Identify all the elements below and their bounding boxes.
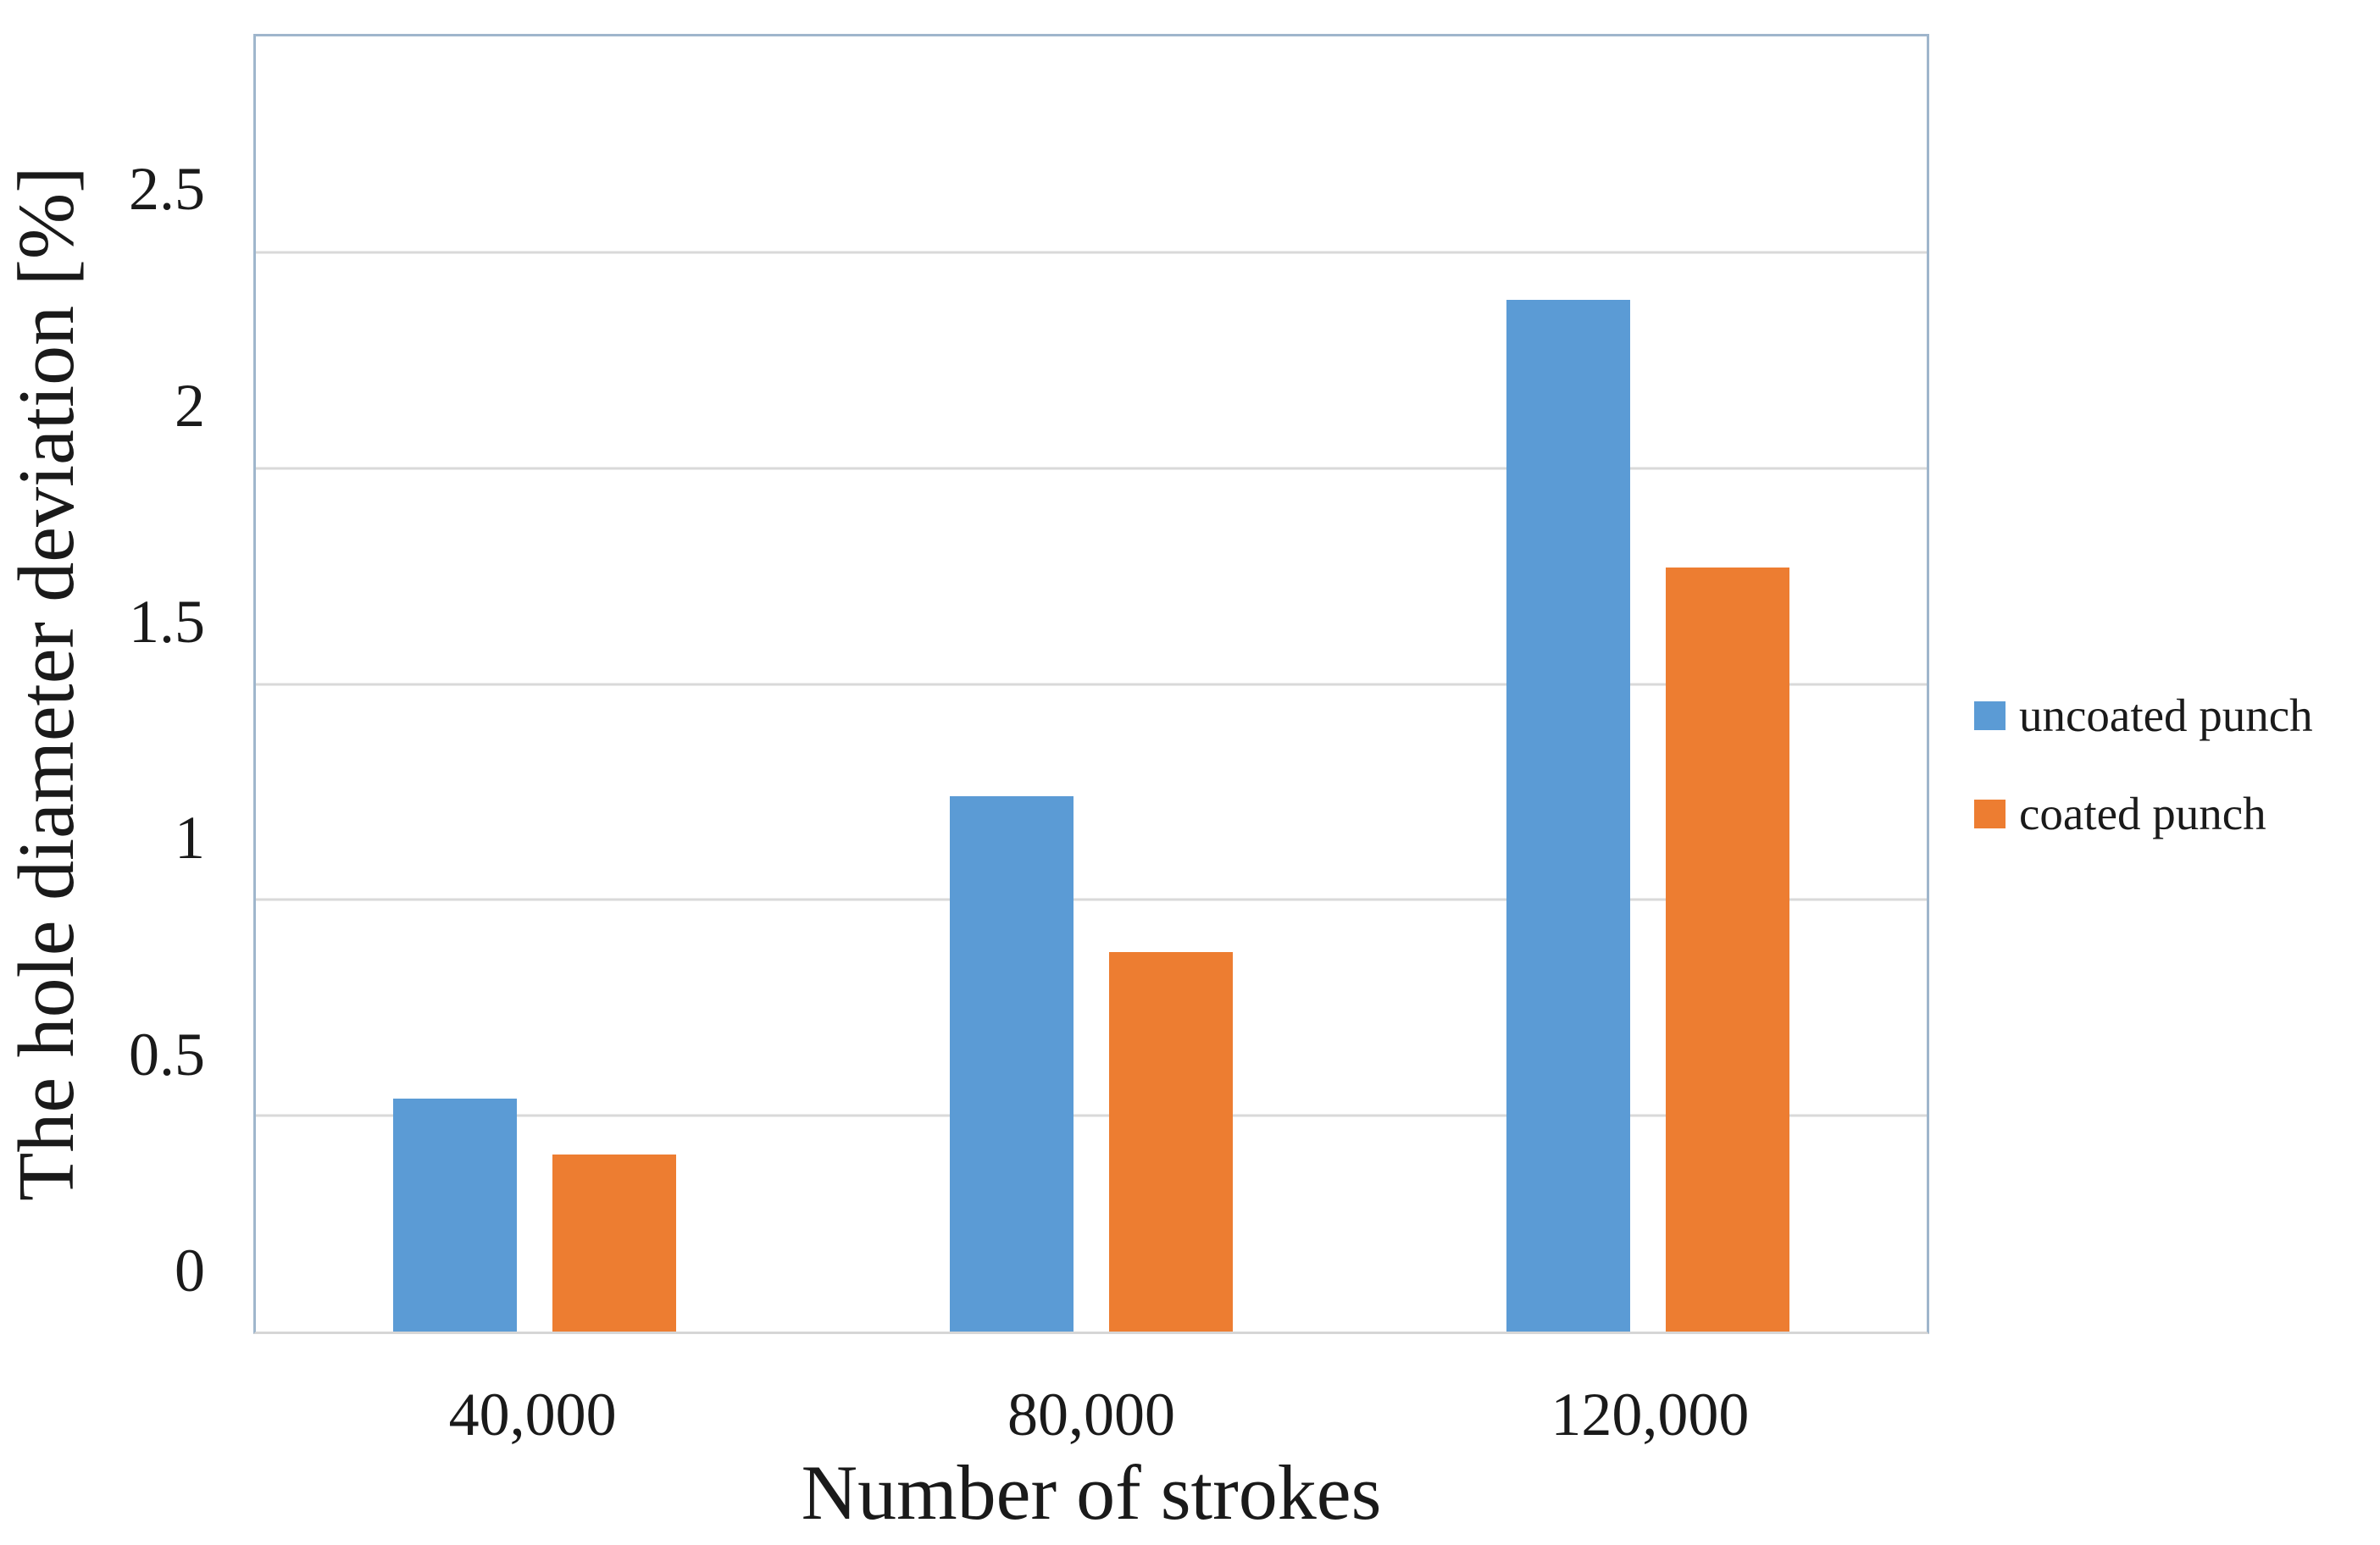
- bar-coated-punch: [1666, 567, 1790, 1332]
- bar-uncoated-punch: [392, 1098, 517, 1332]
- bar-uncoated-punch: [949, 796, 1073, 1332]
- y-tick-label: 1: [175, 804, 205, 872]
- x-axis-title: Number of strokes: [801, 1449, 1382, 1536]
- legend-label-coated-punch: coated punch: [2019, 788, 2266, 839]
- gridline: [256, 683, 1927, 685]
- y-tick-label: 2.5: [129, 155, 205, 224]
- y-tick-label: 3: [175, 0, 205, 3]
- bar-coated-punch: [552, 1155, 676, 1332]
- gridline: [256, 898, 1927, 901]
- legend-item-coated-punch: coated punch: [1974, 786, 2313, 842]
- y-tick-label: 0.5: [129, 1020, 205, 1088]
- y-axis-ticks: 0 0.5 1 1.5 2 2.5 3: [0, 0, 205, 1332]
- bars-row: [256, 36, 1927, 1332]
- legend-swatch-uncoated-icon: [1974, 701, 2006, 730]
- bar-group: [1370, 36, 1927, 1332]
- gridline: [256, 251, 1927, 254]
- x-tick-label: 80,000: [1007, 1381, 1175, 1448]
- x-tick-label: 40,000: [448, 1381, 617, 1448]
- bar-uncoated-punch: [1506, 299, 1631, 1332]
- legend-item-uncoated-punch: uncoated punch: [1974, 688, 2313, 744]
- x-tick-label: 120,000: [1551, 1381, 1750, 1448]
- plot-area: [253, 34, 1929, 1334]
- gridline: [256, 467, 1927, 470]
- legend-label-uncoated-punch: uncoated punch: [2019, 689, 2313, 741]
- gridline: [256, 1114, 1927, 1117]
- legend-swatch-coated-icon: [1974, 800, 2006, 828]
- y-tick-label: 1.5: [129, 588, 205, 656]
- y-tick-label: 2: [175, 371, 205, 440]
- bar-coated-punch: [1108, 951, 1233, 1332]
- x-axis-ticks: 40,000 80,000 120,000: [253, 1381, 1929, 1448]
- bar-group: [256, 36, 813, 1332]
- bar-group: [813, 36, 1369, 1332]
- legend: uncoated punch coated punch: [1974, 688, 2313, 842]
- y-tick-label: 0: [175, 1237, 205, 1304]
